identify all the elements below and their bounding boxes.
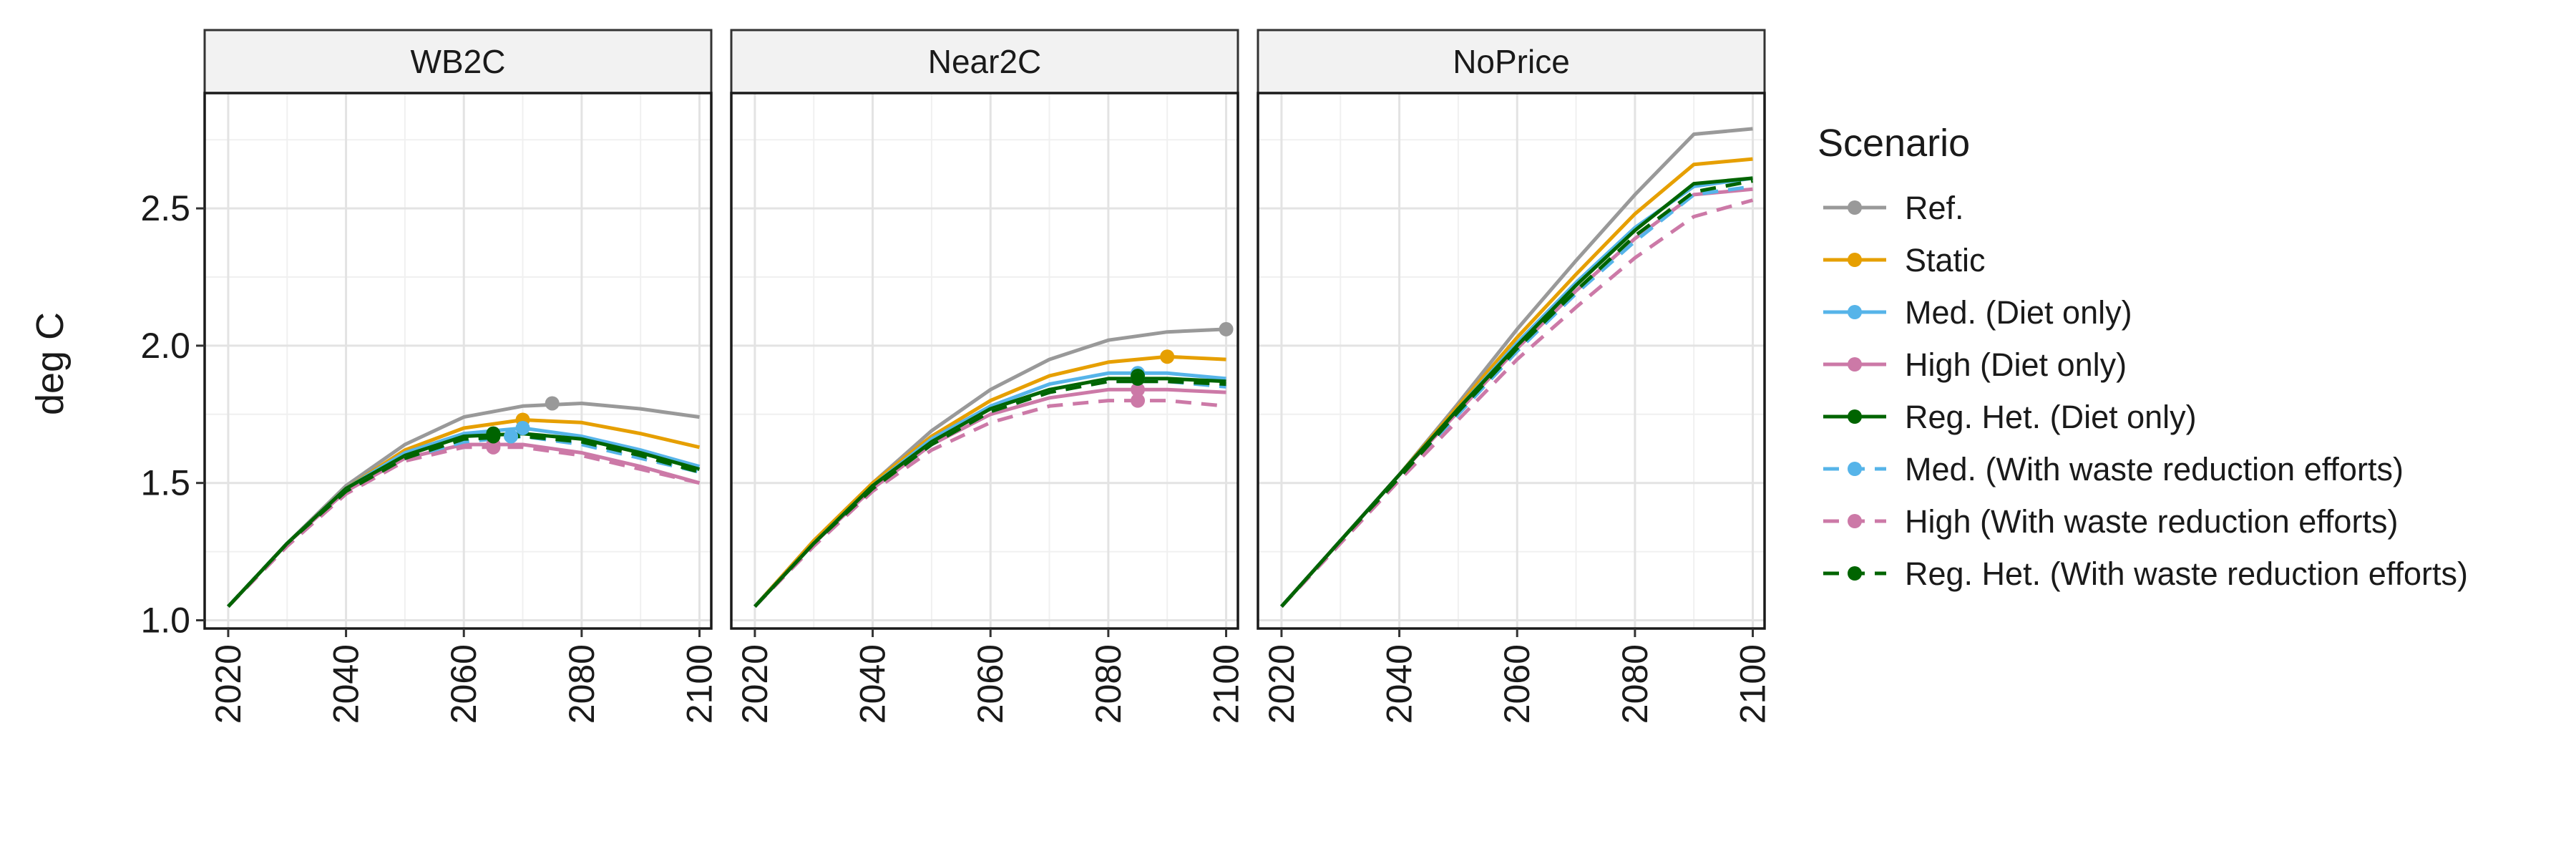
- legend-label: Med. (Diet only): [1905, 294, 2132, 331]
- y-tick-label: 2.0: [140, 326, 190, 366]
- panel-title: NoPrice: [1453, 43, 1570, 80]
- panel-strip: [730, 29, 1239, 94]
- legend-label: Reg. Het. (Diet only): [1905, 399, 2197, 435]
- x-tick-label: 2040: [853, 644, 893, 724]
- legend-label: Static: [1905, 242, 1986, 278]
- panel-near2c: Near2C 2020 2040 2060 2080 2100: [730, 29, 1246, 724]
- chart-panels: WB2C 2020 2040 2060 2080 2100 1.0 1.5 2.0 2.5 Near…: [140, 29, 1773, 724]
- legend-key-point: [1848, 514, 1862, 528]
- peak-point-static: [1160, 349, 1175, 364]
- legend-label: High (Diet only): [1905, 346, 2127, 383]
- x-tick-label: 2060: [1497, 644, 1537, 724]
- panel-title: Near2C: [928, 43, 1042, 80]
- x-tick-label: 2080: [1088, 644, 1128, 724]
- legend-key-point: [1848, 200, 1862, 215]
- legend-item-reg-het-diet-only: Reg. Het. (Diet only): [1823, 399, 2197, 435]
- legend-key-point: [1848, 253, 1862, 267]
- x-tick-label: 2100: [680, 644, 720, 724]
- legend-label: High (With waste reduction efforts): [1905, 503, 2398, 540]
- peak-point-high-diet-only: [1131, 382, 1146, 397]
- y-axis-title: deg C: [29, 312, 72, 415]
- series-line-reg-het-with-waste-reduction-efforts: [753, 379, 1226, 608]
- legend-key-point: [1848, 305, 1862, 319]
- panel-noprice: NoPrice 2020 2040 2060 2080 2100: [1257, 29, 1773, 724]
- panel-strip: [1257, 29, 1766, 94]
- legend-key-point: [1848, 409, 1862, 424]
- y-tick-label: 2.5: [140, 188, 190, 228]
- peak-point-ref: [1219, 321, 1234, 336]
- legend-key-point: [1848, 566, 1862, 581]
- legend-item-med-with-waste-reduction-efforts: Med. (With waste reduction efforts): [1823, 451, 2404, 487]
- x-tick-label: 2020: [1262, 644, 1302, 724]
- legend-item-ref: Ref.: [1823, 190, 1964, 226]
- legend-item-static: Static: [1823, 242, 1986, 278]
- x-tick-label: 2080: [562, 644, 602, 724]
- x-tick-label: 2040: [326, 644, 366, 724]
- x-tick-label: 2020: [735, 644, 775, 724]
- peak-point-reg-het-with-waste-reduction-efforts: [486, 429, 501, 444]
- legend-item-med-diet-only: Med. (Diet only): [1823, 294, 2132, 331]
- legend-label: Reg. Het. (With waste reduction efforts): [1905, 555, 2468, 592]
- x-tick-label: 2060: [444, 644, 484, 724]
- peak-point-reg-het-with-waste-reduction-efforts: [1131, 371, 1146, 386]
- series-line-high-with-waste-reduction-efforts: [1280, 198, 1754, 608]
- panel-border: [1257, 92, 1766, 630]
- legend-key-point: [1848, 462, 1862, 476]
- legend-item-high-diet-only: High (Diet only): [1823, 346, 2127, 383]
- legend-item-high-with-waste-reduction-efforts: High (With waste reduction efforts): [1823, 503, 2398, 540]
- series-line-reg-het-with-waste-reduction-efforts: [1280, 179, 1753, 608]
- legend-label: Ref.: [1905, 190, 1964, 226]
- x-tick-label: 2080: [1615, 644, 1655, 724]
- peak-point-ref: [545, 396, 560, 411]
- peak-point-med-with-waste-reduction-efforts: [504, 429, 519, 444]
- x-tick-label: 2100: [1733, 644, 1773, 724]
- legend-title: Scenario: [1818, 122, 1970, 165]
- legend-items: Ref. Static Med. (Diet only) High (Diet onl…: [1823, 190, 2468, 592]
- x-tick-label: 2040: [1380, 644, 1420, 724]
- legend-item-reg-het-with-waste-reduction-efforts: Reg. Het. (With waste reduction efforts): [1823, 555, 2468, 592]
- x-tick-label: 2020: [208, 644, 248, 724]
- panel-border: [203, 92, 713, 630]
- legend: Scenario Ref. Static Med. (Diet only) High …: [1818, 122, 2468, 592]
- panel-strip: [203, 29, 713, 94]
- panel-title: WB2C: [411, 43, 506, 80]
- x-tick-label: 2060: [970, 644, 1010, 724]
- x-tick-label: 2100: [1206, 644, 1246, 724]
- panel-border: [730, 92, 1239, 630]
- series-line-high-with-waste-reduction-efforts: [753, 399, 1226, 608]
- peak-point-high-with-waste-reduction-efforts: [486, 440, 501, 455]
- legend-label: Med. (With waste reduction efforts): [1905, 451, 2404, 487]
- legend-key-point: [1848, 357, 1862, 372]
- series-line-reg-het-with-waste-reduction-efforts: [227, 435, 701, 608]
- peak-point-high-with-waste-reduction-efforts: [1131, 393, 1146, 408]
- series-line-high-with-waste-reduction-efforts: [227, 445, 701, 608]
- y-tick-label: 1.0: [140, 600, 190, 640]
- peak-point-med-diet-only: [515, 420, 530, 435]
- y-tick-label: 1.5: [140, 463, 190, 503]
- panel-wb2c: WB2C 2020 2040 2060 2080 2100 1.0 1.5 2.0 2.5: [140, 29, 720, 724]
- series-line-static: [753, 354, 1226, 608]
